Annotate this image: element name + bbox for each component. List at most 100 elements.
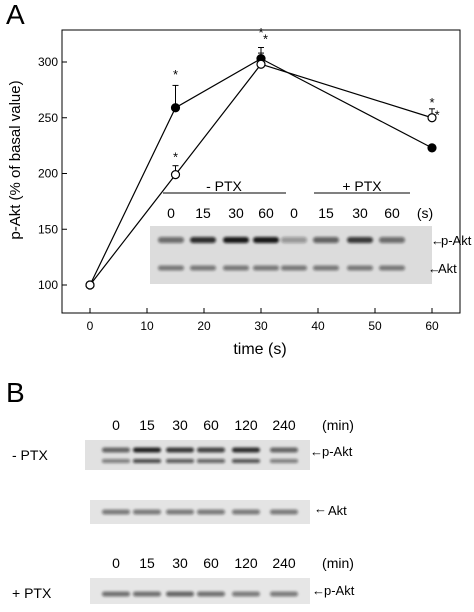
p-akt-label: p-Akt bbox=[322, 444, 353, 459]
lane-label: 60 bbox=[203, 417, 219, 433]
blot-row-akt bbox=[102, 509, 298, 515]
blot-band bbox=[166, 447, 194, 453]
data-point bbox=[256, 59, 266, 69]
blot-membrane bbox=[150, 226, 432, 284]
lane-label: 30 bbox=[172, 555, 188, 571]
lane-label: 120 bbox=[234, 555, 258, 571]
lane-label: 60 bbox=[258, 205, 274, 221]
lane-label: 0 bbox=[112, 555, 120, 571]
blot-band bbox=[270, 591, 298, 597]
inset-blot: - PTX + PTX 0 15 30 60 0 15 30 60 (s) ← … bbox=[150, 178, 472, 284]
blot-band bbox=[133, 591, 161, 597]
blot-band bbox=[281, 237, 307, 243]
plus-ptx-label: + PTX bbox=[342, 178, 382, 194]
lane-label: 60 bbox=[203, 555, 219, 571]
y-axis-label: p-Akt (% of basal value) bbox=[7, 80, 24, 239]
blot-band bbox=[253, 237, 279, 243]
significance-marker: * bbox=[435, 107, 440, 122]
lane-label: 120 bbox=[234, 417, 258, 433]
data-point bbox=[427, 113, 437, 123]
blot-band bbox=[190, 265, 216, 271]
blot-band bbox=[347, 265, 373, 271]
panel-b-label: B bbox=[6, 377, 25, 408]
blot-band bbox=[313, 237, 339, 243]
lane-label: 30 bbox=[352, 205, 368, 221]
lane-label: 60 bbox=[384, 205, 400, 221]
x-tick-label: 10 bbox=[140, 319, 154, 333]
minus-ptx-label: - PTX bbox=[206, 178, 242, 194]
blot-row-p-akt bbox=[102, 447, 298, 463]
blot-band bbox=[166, 591, 194, 597]
blot-band bbox=[158, 265, 184, 271]
y-tick-label: 100 bbox=[38, 278, 58, 292]
significance-markers: *** *** bbox=[173, 25, 440, 165]
data-point bbox=[427, 143, 437, 153]
significance-marker: * bbox=[173, 150, 178, 165]
blot-band bbox=[133, 447, 161, 453]
blot-arrow: ← bbox=[431, 233, 444, 248]
panel-a-label: A bbox=[6, 0, 25, 30]
blot-arrow: ← bbox=[428, 261, 441, 276]
lane-label: 0 bbox=[112, 417, 120, 433]
blot-row-akt bbox=[158, 265, 405, 271]
lane-label: 15 bbox=[139, 555, 155, 571]
blot-band bbox=[379, 265, 405, 271]
blot-band bbox=[313, 265, 339, 271]
blot-arrow: ← bbox=[310, 444, 323, 459]
blot-band bbox=[197, 459, 225, 463]
lane-label: 0 bbox=[290, 205, 298, 221]
series-line bbox=[89, 57, 433, 286]
y-tick-label: 200 bbox=[38, 167, 58, 181]
lane-label: 15 bbox=[195, 205, 211, 221]
plus-ptx-label: + PTX bbox=[12, 585, 52, 601]
lane-label: 30 bbox=[172, 417, 188, 433]
plot-series bbox=[85, 47, 437, 290]
blot-membrane bbox=[90, 578, 310, 604]
lane-unit: (min) bbox=[322, 555, 354, 571]
blot-band bbox=[102, 447, 130, 453]
blot-band bbox=[158, 237, 184, 243]
blot-membrane bbox=[85, 440, 310, 470]
x-tick-label: 50 bbox=[368, 319, 382, 333]
y-tick-label: 300 bbox=[38, 55, 58, 69]
y-tick-label: 250 bbox=[38, 111, 58, 125]
blot-band bbox=[223, 237, 249, 243]
blot-band bbox=[133, 459, 161, 463]
significance-marker: * bbox=[173, 67, 178, 82]
p-akt-label: p-Akt bbox=[324, 583, 355, 598]
blot-band bbox=[133, 509, 161, 515]
blot-band bbox=[197, 591, 225, 597]
lane-label: 15 bbox=[318, 205, 334, 221]
blot-band bbox=[270, 509, 298, 515]
blot-band bbox=[270, 447, 298, 453]
minus-ptx-label: - PTX bbox=[12, 447, 48, 463]
blot-band bbox=[197, 447, 225, 453]
blot-row-p-akt bbox=[158, 237, 405, 243]
blot-band bbox=[379, 237, 405, 243]
akt-label: Akt bbox=[438, 261, 457, 276]
data-point bbox=[170, 170, 181, 180]
y-tick-label: 150 bbox=[38, 222, 58, 236]
blot-band bbox=[232, 509, 260, 515]
blot-band bbox=[253, 265, 279, 271]
blot-band bbox=[190, 237, 216, 243]
blot-band bbox=[102, 509, 130, 515]
series-line bbox=[89, 63, 433, 286]
blot-arrow: ← bbox=[312, 583, 325, 598]
significance-marker: * bbox=[263, 31, 268, 46]
lane-label: 30 bbox=[228, 205, 244, 221]
data-point bbox=[170, 103, 181, 113]
p-akt-label: p-Akt bbox=[441, 233, 472, 248]
blot-band bbox=[197, 509, 225, 515]
blot-band bbox=[102, 459, 130, 463]
lane-label: 15 bbox=[139, 417, 155, 433]
x-axis-label: time (s) bbox=[233, 341, 286, 358]
blot-band bbox=[281, 265, 307, 271]
akt-label: Akt bbox=[328, 503, 347, 518]
x-tick-label: 0 bbox=[87, 319, 94, 333]
blot-band bbox=[223, 265, 249, 271]
blot-band bbox=[166, 509, 194, 515]
blot-band bbox=[347, 237, 373, 243]
blot-band bbox=[232, 459, 260, 463]
